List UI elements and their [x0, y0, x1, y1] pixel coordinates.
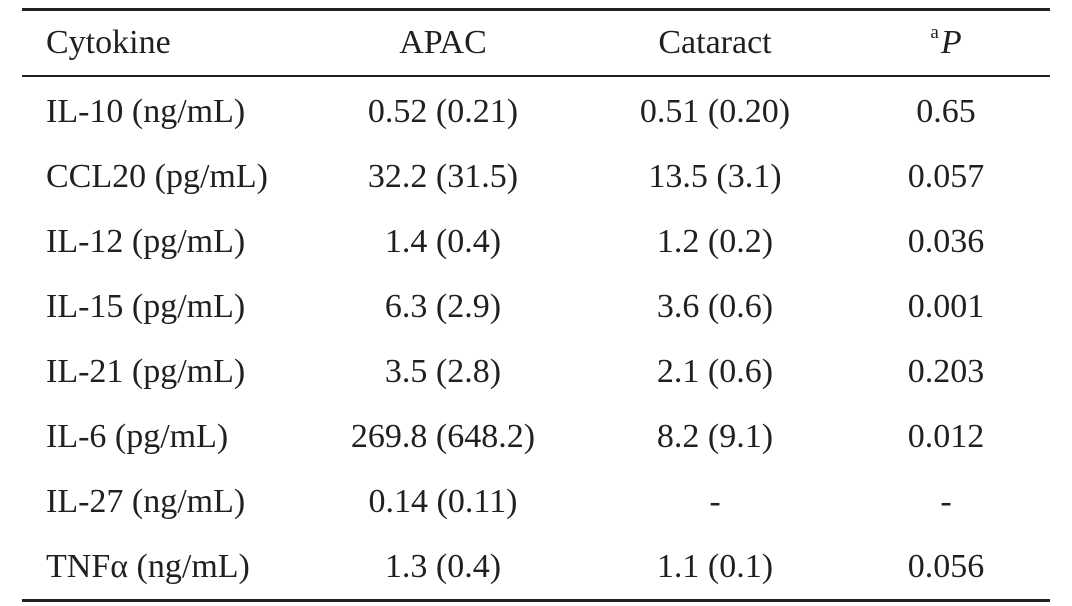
table-row: TNFα (ng/mL) 1.3 (0.4) 1.1 (0.1) 0.056	[22, 534, 1050, 599]
cell-apac: 1.3 (0.4)	[384, 547, 502, 585]
cell-p-value: 0.001	[907, 288, 985, 326]
cell-p-value: 0.036	[907, 223, 985, 261]
header-apac: APAC	[399, 24, 487, 61]
table-row: CCL20 (pg/mL) 32.2 (31.5) 13.5 (3.1) 0.0…	[22, 145, 1050, 210]
cell-apac: 0.14 (0.11)	[368, 482, 518, 520]
cytokine-table: Cytokine APAC Cataract aP IL-10 (ng/mL) …	[22, 8, 1050, 603]
cell-cataract: 8.2 (9.1)	[656, 417, 774, 455]
cell-cataract: 2.1 (0.6)	[656, 353, 774, 390]
cell-p-value: 0.056	[907, 547, 985, 585]
header-p-footnote-marker: a	[930, 22, 939, 43]
cell-cytokine: IL-27 (ng/mL)	[46, 482, 246, 520]
cell-p-value: 0.012	[907, 417, 985, 455]
cell-apac: 269.8 (648.2)	[350, 417, 536, 455]
table-row: IL-15 (pg/mL) 6.3 (2.9) 3.6 (0.6) 0.001	[22, 275, 1050, 340]
cell-cataract: -	[709, 482, 721, 520]
table-row: IL-27 (ng/mL) 0.14 (0.11) - -	[22, 469, 1050, 534]
table-row: IL-6 (pg/mL) 269.8 (648.2) 8.2 (9.1) 0.0…	[22, 404, 1050, 469]
table-header-rule	[22, 75, 1050, 77]
cell-apac: 32.2 (31.5)	[367, 158, 519, 196]
cell-cytokine: IL-15 (pg/mL)	[46, 288, 246, 326]
cell-apac: 0.52 (0.21)	[367, 93, 519, 131]
cell-cytokine: IL-21 (pg/mL)	[46, 353, 246, 390]
cell-apac: 3.5 (2.8)	[384, 353, 502, 390]
cell-apac: 6.3 (2.9)	[384, 288, 502, 326]
cell-cataract: 1.1 (0.1)	[656, 547, 774, 585]
table-row: IL-10 (ng/mL) 0.52 (0.21) 0.51 (0.20) 0.…	[22, 80, 1050, 145]
cell-apac: 1.4 (0.4)	[384, 223, 502, 261]
cell-cytokine: TNFα (ng/mL)	[46, 547, 250, 585]
cell-cytokine: CCL20 (pg/mL)	[46, 158, 268, 196]
header-p-symbol: P	[940, 24, 962, 61]
cell-p-value: -	[940, 482, 952, 520]
header-cytokine: Cytokine	[46, 24, 171, 61]
header-cataract: Cataract	[658, 24, 772, 61]
cell-p-value: 0.057	[907, 158, 985, 196]
header-p-value: aP	[842, 23, 1050, 61]
cell-cataract: 0.51 (0.20)	[639, 93, 791, 131]
cell-cytokine: IL-12 (pg/mL)	[46, 223, 246, 261]
cell-cytokine: IL-6 (pg/mL)	[46, 417, 229, 455]
table-row: IL-12 (pg/mL) 1.4 (0.4) 1.2 (0.2) 0.036	[22, 210, 1050, 275]
cell-cataract: 3.6 (0.6)	[656, 288, 774, 326]
table-bottom-rule	[22, 599, 1050, 603]
table-top-rule	[22, 8, 1050, 11]
cell-p-value: 0.203	[907, 353, 985, 390]
cell-cytokine: IL-10 (ng/mL)	[46, 93, 246, 131]
table-header-row: Cytokine APAC Cataract aP	[22, 11, 1050, 75]
cell-p-value: 0.65	[916, 93, 976, 131]
table-row: IL-21 (pg/mL) 3.5 (2.8) 2.1 (0.6) 0.203	[22, 340, 1050, 405]
cell-cataract: 13.5 (3.1)	[648, 158, 782, 196]
cell-cataract: 1.2 (0.2)	[656, 223, 774, 261]
table-body: IL-10 (ng/mL) 0.52 (0.21) 0.51 (0.20) 0.…	[22, 80, 1050, 599]
